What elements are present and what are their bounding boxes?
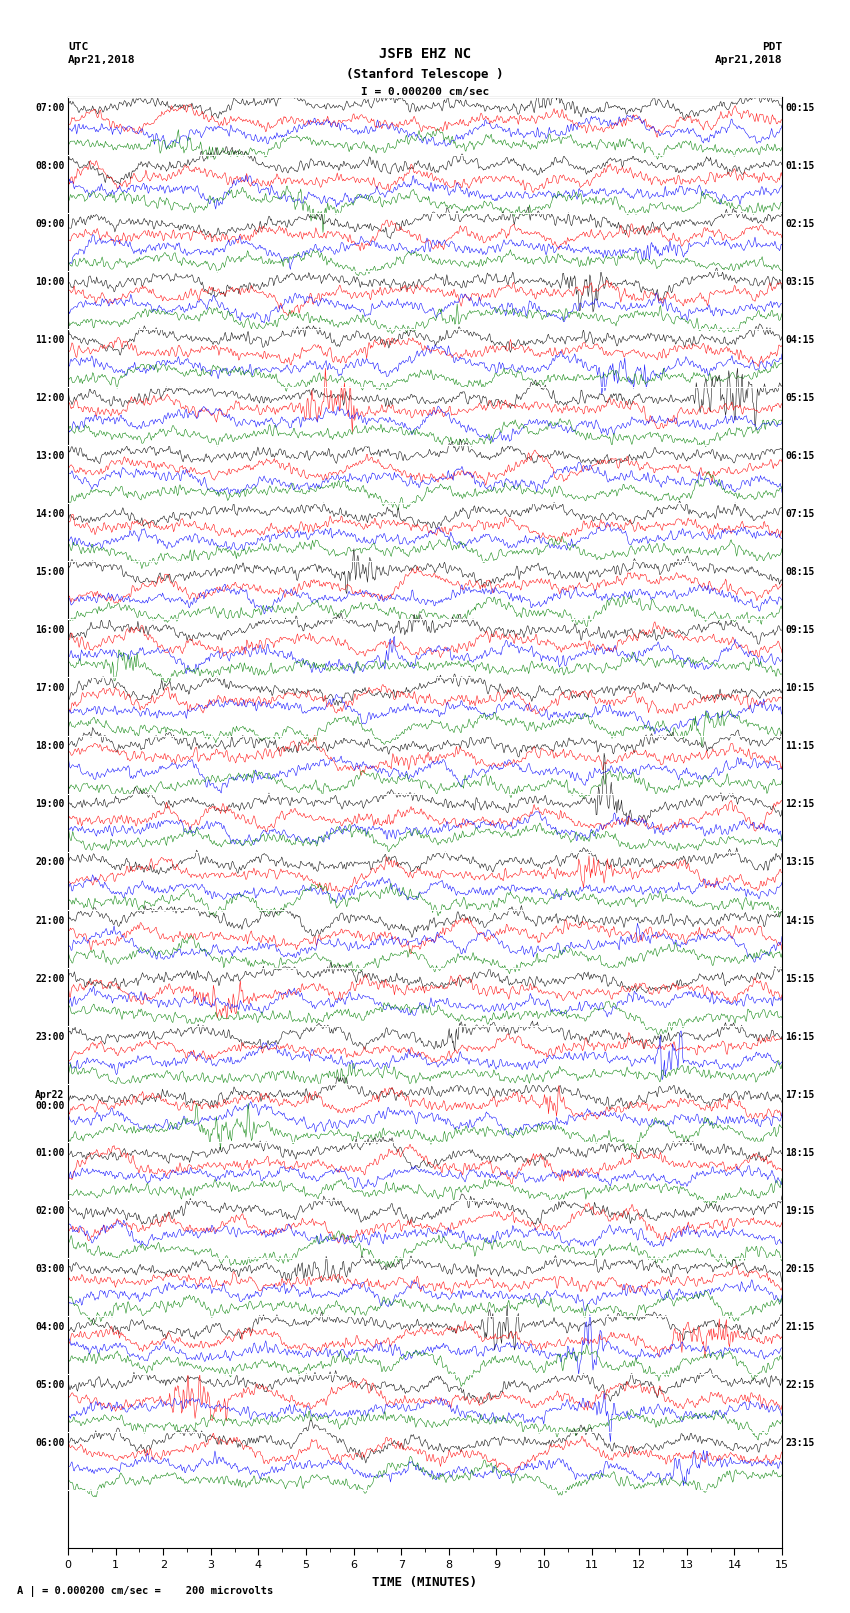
Text: 04:15: 04:15	[785, 336, 815, 345]
Text: 19:15: 19:15	[785, 1207, 815, 1216]
Text: 20:15: 20:15	[785, 1265, 815, 1274]
Text: 06:00: 06:00	[35, 1439, 65, 1448]
Text: 23:00: 23:00	[35, 1032, 65, 1042]
Text: 10:00: 10:00	[35, 277, 65, 287]
Text: 21:15: 21:15	[785, 1323, 815, 1332]
Text: (Stanford Telescope ): (Stanford Telescope )	[346, 68, 504, 81]
Text: 16:00: 16:00	[35, 626, 65, 636]
Text: 11:00: 11:00	[35, 336, 65, 345]
Text: Apr22
00:00: Apr22 00:00	[35, 1090, 65, 1111]
Text: 08:00: 08:00	[35, 161, 65, 171]
Text: A | = 0.000200 cm/sec =    200 microvolts: A | = 0.000200 cm/sec = 200 microvolts	[17, 1586, 273, 1597]
Text: 23:15: 23:15	[785, 1439, 815, 1448]
Text: 13:00: 13:00	[35, 452, 65, 461]
Text: 00:15: 00:15	[785, 103, 815, 113]
Text: 05:15: 05:15	[785, 394, 815, 403]
Text: 20:00: 20:00	[35, 858, 65, 868]
Text: 12:15: 12:15	[785, 800, 815, 810]
Text: 17:15: 17:15	[785, 1090, 815, 1100]
Text: 02:15: 02:15	[785, 219, 815, 229]
Text: 18:00: 18:00	[35, 742, 65, 752]
Text: 22:00: 22:00	[35, 974, 65, 984]
Text: 13:15: 13:15	[785, 858, 815, 868]
Text: 18:15: 18:15	[785, 1148, 815, 1158]
Text: UTC: UTC	[68, 42, 88, 52]
Text: 05:00: 05:00	[35, 1381, 65, 1390]
X-axis label: TIME (MINUTES): TIME (MINUTES)	[372, 1576, 478, 1589]
Text: 12:00: 12:00	[35, 394, 65, 403]
Text: 04:00: 04:00	[35, 1323, 65, 1332]
Text: 01:15: 01:15	[785, 161, 815, 171]
Text: 17:00: 17:00	[35, 684, 65, 694]
Text: JSFB EHZ NC: JSFB EHZ NC	[379, 47, 471, 61]
Text: I = 0.000200 cm/sec: I = 0.000200 cm/sec	[361, 87, 489, 97]
Text: 08:15: 08:15	[785, 568, 815, 577]
Text: 22:15: 22:15	[785, 1381, 815, 1390]
Text: 01:00: 01:00	[35, 1148, 65, 1158]
Text: 11:15: 11:15	[785, 742, 815, 752]
Text: 14:15: 14:15	[785, 916, 815, 926]
Text: 19:00: 19:00	[35, 800, 65, 810]
Text: PDT: PDT	[762, 42, 782, 52]
Text: 03:15: 03:15	[785, 277, 815, 287]
Text: 07:15: 07:15	[785, 510, 815, 519]
Text: Apr21,2018: Apr21,2018	[68, 55, 135, 65]
Text: 09:15: 09:15	[785, 626, 815, 636]
Text: 15:00: 15:00	[35, 568, 65, 577]
Text: 14:00: 14:00	[35, 510, 65, 519]
Text: 07:00: 07:00	[35, 103, 65, 113]
Text: 03:00: 03:00	[35, 1265, 65, 1274]
Text: 02:00: 02:00	[35, 1207, 65, 1216]
Text: 10:15: 10:15	[785, 684, 815, 694]
Text: 21:00: 21:00	[35, 916, 65, 926]
Text: 09:00: 09:00	[35, 219, 65, 229]
Text: 16:15: 16:15	[785, 1032, 815, 1042]
Text: 15:15: 15:15	[785, 974, 815, 984]
Text: Apr21,2018: Apr21,2018	[715, 55, 782, 65]
Text: 06:15: 06:15	[785, 452, 815, 461]
